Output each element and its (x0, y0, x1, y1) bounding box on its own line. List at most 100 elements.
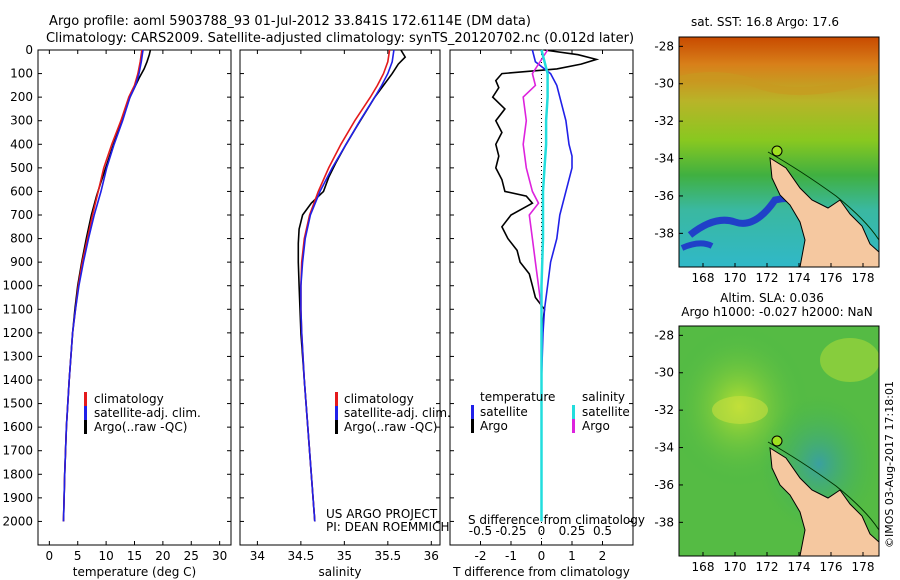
map-y-tick-label: -36 (654, 189, 674, 203)
x-tick-label: 34.5 (288, 549, 315, 563)
legend-sat: satellite-adj. clim. (344, 406, 451, 420)
sst-map-frame (678, 36, 880, 268)
y-tick-label: 1300 (2, 349, 33, 363)
salinity-panel (239, 49, 441, 546)
argo-position-marker (771, 435, 783, 447)
series-line-s-argo (522, 49, 549, 310)
y-tick-label: 1100 (2, 302, 33, 316)
sst-cold-filament-2 (680, 240, 714, 251)
x2-tick-label: 0.25 (559, 524, 586, 538)
map-x-tick-label: 174 (788, 271, 811, 285)
difference-legend: temperature satellite Argo salinity sate… (468, 390, 645, 527)
map-x-tick-label: 170 (724, 271, 747, 285)
map-x-tick-label: 172 (756, 560, 779, 574)
legend-swatch-s-sat (572, 405, 575, 419)
map-y-tick-label: -38 (654, 226, 674, 240)
y-tick-label: 200 (10, 90, 33, 104)
series-line-t-argo (491, 49, 600, 522)
sla-map: Altim. SLA: 0.036 Argo h1000: -0.027 h20… (654, 291, 880, 574)
legend-swatch-clim (84, 392, 87, 406)
x-tick-label: 0 (46, 549, 54, 563)
sla-map-title-2: Argo h1000: -0.027 h2000: NaN (681, 305, 873, 319)
y-tick-label: 400 (10, 137, 33, 151)
legend-swatch-argo (84, 420, 87, 434)
legend-sat: satellite-adj. clim. (94, 406, 201, 420)
x-tick-label: 35.5 (374, 549, 401, 563)
difference-plot: -2 -1 0 1 2 T difference from climatology -0.5… (450, 49, 633, 579)
x-tick-label: 5 (74, 549, 82, 563)
legend-s-argo: Argo (582, 419, 610, 433)
y-tick-label: 600 (10, 184, 33, 198)
legend-swatch-s-argo (572, 419, 575, 433)
project-label: US ARGO PROJECT (326, 507, 438, 521)
sla-eddy (820, 338, 879, 382)
map-x-tick-label: 168 (692, 560, 715, 574)
map-x-tick-label: 172 (756, 271, 779, 285)
y-tick-label: 1800 (2, 467, 33, 481)
map-y-tick-label: -28 (654, 328, 674, 342)
map-y-tick-label: -36 (654, 478, 674, 492)
map-y-tick-label: -30 (654, 366, 674, 380)
series-line-climatology (300, 49, 391, 522)
map-x-tick-label: 176 (820, 560, 843, 574)
map-x-tick-label: 178 (852, 271, 875, 285)
legend-swatch-sat (335, 406, 338, 420)
legend-s-sat: satellite (582, 405, 630, 419)
x2-tick-label: 0.5 (593, 524, 612, 538)
series-line-satellite (300, 49, 395, 522)
x-tick-label: 25 (184, 549, 199, 563)
legend-argo: Argo(..raw -QC) (94, 420, 187, 434)
map-y-tick-label: -34 (654, 152, 674, 166)
sst-front (679, 72, 879, 96)
pi-label: PI: DEAN ROEMMICH (326, 520, 449, 534)
y-tick-label: 1500 (2, 397, 33, 411)
legend-argo: Argo(..raw -QC) (344, 420, 437, 434)
map-y-tick-label: -32 (654, 114, 674, 128)
sst-map: sat. SST: 16.8 Argo: 17.6 168 170 172 174 17… (654, 15, 880, 285)
temperature-legend: climatology satellite-adj. clim. Argo(..… (84, 392, 201, 434)
x-tick-label: 10 (98, 549, 113, 563)
series-line-s-satellite (540, 49, 549, 522)
bathymetry-contour (767, 151, 879, 241)
sla-map-title-1: Altim. SLA: 0.036 (720, 291, 824, 305)
legend-clim: climatology (344, 392, 414, 406)
y-tick-label: 2000 (2, 514, 33, 528)
map-x-tick-label: 174 (788, 560, 811, 574)
temperature-panel (37, 49, 232, 546)
sla-eddy-2 (712, 396, 768, 424)
y-tick-label: 1700 (2, 444, 33, 458)
series-line-argo (62, 49, 152, 522)
x-tick-label: 15 (127, 549, 142, 563)
y-tick-label: 100 (10, 67, 33, 81)
x2-tick-label: -0.5 (469, 524, 492, 538)
x2-tick-label: -0.25 (495, 524, 526, 538)
sla-map-axes: 168 170 172 174 176 178 -28 -30 -32 -34 -36 -38 (654, 328, 874, 574)
x-axis-label: salinity (318, 565, 361, 579)
legend-clim: climatology (94, 392, 164, 406)
map-x-tick-label: 168 (692, 271, 715, 285)
imos-stamp: ©IMOS 03-Aug-2017 17:18:01 (883, 381, 896, 548)
x-tick-label: 35 (337, 549, 352, 563)
series-line-climatology (62, 49, 143, 522)
series-line-argo (297, 49, 407, 522)
legend-t-sat: satellite (480, 405, 528, 419)
argo-position-marker (771, 145, 783, 157)
x-tick-label: 0 (538, 549, 546, 563)
y-tick-label: 1900 (2, 491, 33, 505)
x-axis-label: temperature (deg C) (73, 565, 196, 579)
x-tick-label: 1 (568, 549, 576, 563)
y-tick-label: 1400 (2, 373, 33, 387)
land (769, 447, 879, 556)
x-tick-label: -2 (475, 549, 487, 563)
series-line-satellite (62, 49, 144, 522)
map-y-tick-label: -38 (654, 515, 674, 529)
legend-salinity-title: salinity (582, 390, 625, 404)
x-tick-label: 30 (212, 549, 227, 563)
y-tick-label: 1600 (2, 420, 33, 434)
map-x-tick-label: 176 (820, 271, 843, 285)
x-tick-label: -1 (505, 549, 517, 563)
map-x-tick-label: 170 (724, 560, 747, 574)
legend-swatch-clim (335, 392, 338, 406)
map-y-tick-label: -32 (654, 403, 674, 417)
salinity-plot: 34 34.5 35 35.5 36 salinity (240, 49, 440, 579)
